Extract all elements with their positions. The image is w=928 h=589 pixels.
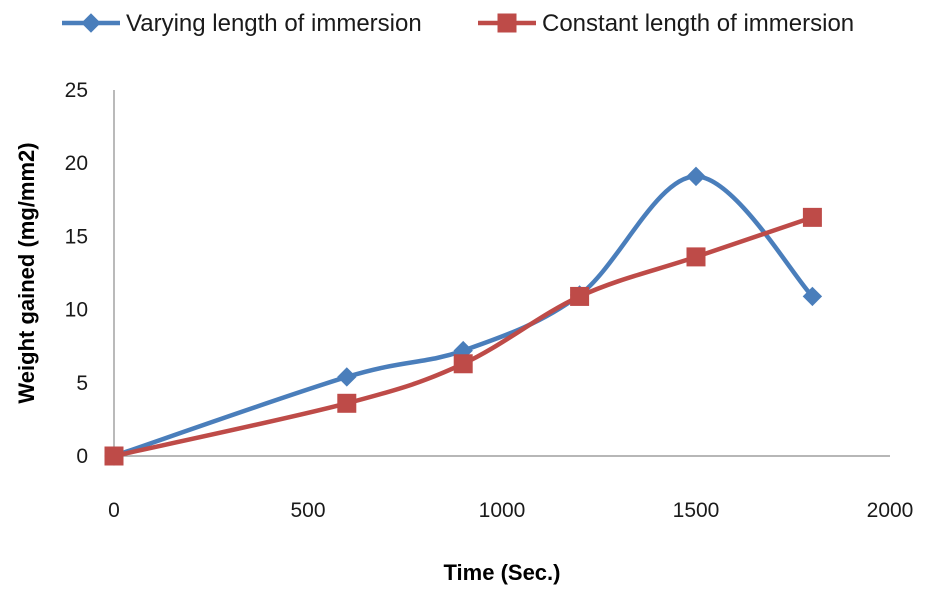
diamond-marker	[82, 14, 100, 32]
y-tick-label: 5	[76, 372, 88, 395]
y-tick-label: 20	[65, 152, 88, 175]
square-marker	[571, 287, 589, 305]
square-marker	[498, 14, 516, 32]
square-marker	[338, 394, 356, 412]
y-axis-title: Weight gained (mg/mm2)	[14, 142, 39, 403]
y-tick-labels: 0 5 10 15 20 25	[65, 79, 88, 468]
x-tick-label: 1000	[479, 499, 526, 522]
x-tick-label: 500	[290, 499, 325, 522]
legend: Varying length of immersion Constant leng…	[62, 10, 854, 37]
x-tick-labels: 0 500 1000 1500 2000	[108, 499, 913, 522]
square-marker	[105, 447, 123, 465]
x-tick-label: 1500	[673, 499, 720, 522]
square-marker	[454, 355, 472, 373]
y-tick-label: 10	[65, 299, 88, 322]
legend-label: Varying length of immersion	[126, 10, 422, 37]
y-tick-label: 0	[76, 445, 88, 468]
x-tick-label: 2000	[867, 499, 914, 522]
series-lines	[114, 176, 812, 456]
diamond-marker	[338, 368, 356, 386]
axes	[114, 90, 890, 456]
x-tick-label: 0	[108, 499, 120, 522]
y-tick-label: 15	[65, 225, 88, 248]
diamond-marker	[687, 167, 705, 185]
legend-label: Constant length of immersion	[542, 10, 854, 37]
y-tick-label: 25	[65, 79, 88, 102]
square-marker	[687, 248, 705, 266]
series-line-varying	[114, 176, 812, 456]
x-axis-title: Time (Sec.)	[444, 560, 561, 585]
square-marker	[803, 208, 821, 226]
